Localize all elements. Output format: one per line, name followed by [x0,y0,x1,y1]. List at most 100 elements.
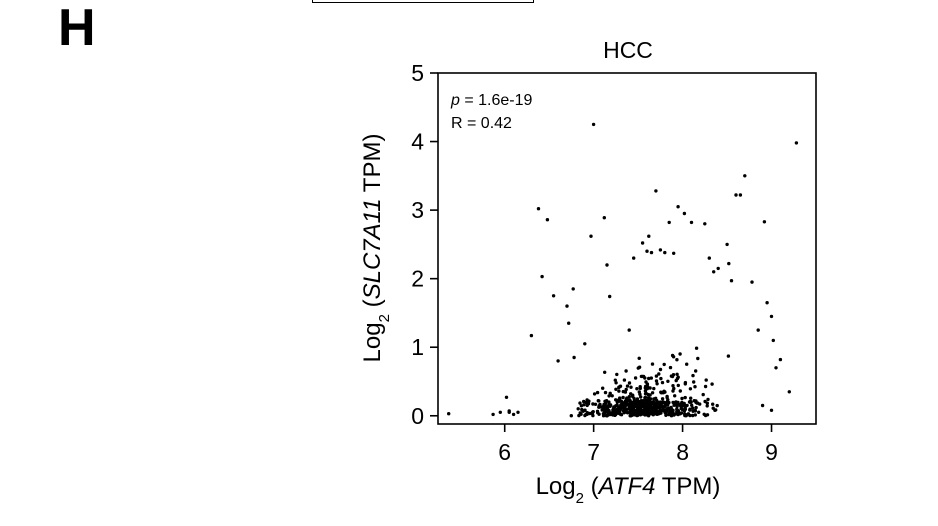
data-point [647,376,651,381]
data-point [614,381,618,385]
data-point [635,387,639,391]
data-point [603,390,608,395]
data-point [654,401,658,406]
data-point [614,412,618,416]
data-point [615,408,619,413]
p-value-annotation: p = 1.6e-19 [450,92,533,109]
data-point [637,356,641,360]
data-point [638,407,643,411]
data-point [640,241,645,245]
data-point [536,207,541,211]
data-point [556,359,560,363]
data-point [650,362,655,366]
data-point [654,379,659,383]
data-point [638,385,642,389]
data-point [760,403,765,408]
data-point [625,399,629,403]
data-point [591,122,596,127]
data-point [667,406,671,410]
data-point [511,412,516,417]
data-point [636,413,640,417]
data-point [778,357,783,362]
data-point [675,358,679,362]
data-point [654,189,658,193]
data-point [652,411,657,416]
data-point [715,403,719,408]
x-axis-label-gene: ATF4 [597,473,656,500]
data-point [643,376,647,380]
y-tick-label: 1 [411,334,424,360]
data-point [659,376,663,381]
data-point [649,376,653,380]
data-point [576,407,580,411]
data-point [678,389,682,393]
data-point [619,399,624,403]
data-point [676,383,680,388]
data-point [608,404,612,408]
data-point [678,352,682,356]
y-axis-label-subscript: 2 [376,314,393,322]
data-point [619,403,623,407]
data-point [695,401,700,405]
data-point [682,409,687,413]
data-point [690,403,694,407]
data-point [762,220,767,224]
data-point [613,378,617,382]
y-axis-label-prefix: Log [359,322,386,362]
data-point [627,328,631,332]
data-point [706,397,710,402]
data-point [664,413,668,417]
data-point [701,392,705,397]
data-point [617,389,621,393]
y-axis-label-gene: SLC7A11 [359,198,386,299]
data-point [660,380,665,385]
data-point [635,397,640,401]
data-point [696,356,700,361]
data-point [650,391,655,395]
data-point [666,379,670,383]
data-point [611,408,616,412]
data-point [672,402,676,407]
data-point [729,279,734,283]
data-point [582,399,586,404]
x-axis-label: Log2 (ATF4 TPM) [536,473,721,507]
data-point [629,392,633,396]
data-point [627,395,631,399]
data-point [651,407,656,411]
data-point [712,270,716,274]
data-point [649,404,653,408]
x-axis-label-suffix: TPM) [656,473,721,500]
data-point [629,385,633,389]
data-point [726,354,731,358]
data-point [769,314,774,319]
data-point [635,401,640,406]
data-point [643,409,647,414]
data-point [645,404,649,408]
data-point [693,413,697,417]
x-axis-label-subscript: 2 [576,490,584,507]
data-point [676,375,680,379]
data-point [596,399,600,403]
data-point [645,387,649,391]
data-point [625,384,630,388]
data-point [679,411,684,415]
data-point [652,386,656,391]
data-point [683,413,687,418]
data-point [654,405,658,409]
data-point [603,370,607,374]
data-point [693,408,697,413]
data-point [688,413,692,418]
data-point [632,256,636,260]
data-point [654,374,659,378]
data-point [583,342,587,346]
data-point [702,412,706,416]
chart-title: HCC [603,37,653,63]
data-point [714,408,718,412]
data-point [572,355,576,360]
data-point [607,400,611,404]
data-point [593,402,598,406]
data-point [597,405,601,409]
data-point [676,409,680,413]
data-point [591,402,595,406]
data-point [504,395,509,399]
